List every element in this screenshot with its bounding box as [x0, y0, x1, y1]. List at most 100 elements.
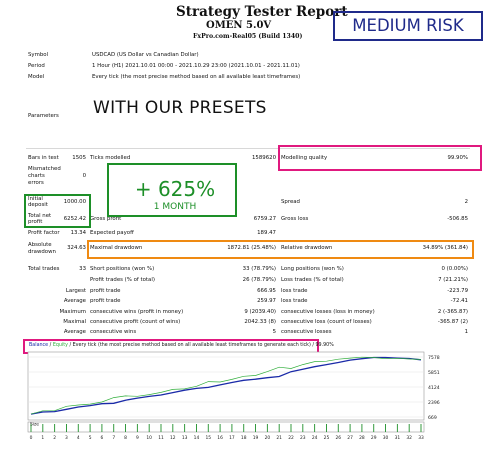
- avgcw-label: consecutive wins: [90, 329, 137, 335]
- mcw-label: consecutive wins (profit in money): [90, 309, 184, 315]
- mcl-value: 2 (-365.87): [437, 309, 468, 315]
- x-tick-label: 32: [406, 435, 412, 441]
- ticks-value: 1589620: [251, 155, 276, 161]
- x-tick-label: 1: [41, 435, 44, 441]
- grossloss-value: -506.85: [447, 216, 468, 222]
- trades-label: Total trades: [28, 266, 60, 272]
- x-tick-label: 5: [89, 435, 92, 441]
- avgc-label: Average: [63, 329, 86, 335]
- mcl-label: consecutive losses (loss in money): [281, 309, 375, 315]
- spread-label: Spread: [281, 199, 300, 205]
- spread-value: 2: [464, 199, 468, 205]
- grossprofit-value: 6759.27: [253, 216, 276, 222]
- netprofit-label-2: profit: [28, 219, 43, 225]
- mcls-value: -365.87 (2): [437, 319, 468, 325]
- size-label: Size: [30, 422, 39, 428]
- short-value: 33 (78.79%): [242, 266, 276, 272]
- x-tick-label: 21: [276, 435, 282, 441]
- chart-legend: Balance / Equity / Every tick (the most …: [29, 343, 334, 349]
- x-tick-label: 23: [300, 435, 306, 441]
- y-tick-label: 7578: [428, 355, 440, 361]
- long-value: 0 (0.00%): [441, 266, 468, 272]
- size-panel: [27, 421, 425, 433]
- bars-value: 1505: [72, 155, 86, 161]
- x-tick-label: 4: [77, 435, 80, 441]
- bars-label: Bars in test: [28, 155, 59, 161]
- deposit-label-2: deposit: [28, 202, 48, 208]
- x-tick-label: 9: [136, 435, 139, 441]
- x-tick-label: 29: [371, 435, 377, 441]
- x-tick-label: 12: [170, 435, 176, 441]
- mismatch-label: Mismatched: [28, 166, 61, 172]
- avgcw-value: 5: [272, 329, 276, 335]
- symbol-value: USDCAD (US Dollar vs Canadian Dollar): [92, 52, 199, 58]
- reldd-label: Relative drawdown: [281, 245, 333, 251]
- x-tick-label: 27: [347, 435, 353, 441]
- netprofit-label: Total net: [28, 213, 52, 219]
- ticks-label: Ticks modelled: [90, 155, 131, 161]
- x-tick-label: 26: [335, 435, 341, 441]
- y-tick-label: 2396: [428, 400, 440, 406]
- y-tick-label: 5851: [428, 370, 440, 376]
- server-build: FxPro.com-Real05 (Build 1340): [193, 33, 303, 40]
- x-tick-label: 30: [383, 435, 389, 441]
- period-label: Period: [28, 63, 45, 69]
- lloss-label: loss trade: [281, 288, 308, 294]
- presets-banner: WITH OUR PRESETS: [93, 98, 267, 118]
- maxdd-value: 1872.81 (25.48%): [227, 245, 276, 251]
- x-tick-label: 0: [30, 435, 33, 441]
- x-tick-label: 33: [418, 435, 424, 441]
- absdd-label-2: drawdown: [28, 249, 56, 255]
- drawdown-highlight: [87, 240, 474, 259]
- ptrades-label: Profit trades (% of total): [90, 277, 155, 283]
- x-tick-label: 10: [146, 435, 152, 441]
- pf-label: Profit factor: [28, 230, 60, 236]
- deposit-label: Initial: [28, 196, 43, 202]
- maximal-label: Maximal: [63, 319, 86, 325]
- x-tick-label: 18: [241, 435, 247, 441]
- quality-label: Modelling quality: [281, 155, 328, 161]
- x-tick-label: 28: [359, 435, 365, 441]
- parameters-label: Parameters: [28, 113, 59, 119]
- legend-sep: /: [48, 343, 53, 348]
- risk-badge: MEDIUM RISK: [333, 11, 483, 41]
- netprofit-value: 6252.42: [63, 216, 86, 222]
- x-tick-label: 15: [205, 435, 211, 441]
- model-value: Every tick (the most precise method base…: [92, 74, 301, 80]
- x-tick-label: 31: [395, 435, 401, 441]
- aloss-label: loss trade: [281, 298, 308, 304]
- long-label: Long positions (won %): [281, 266, 344, 272]
- maxdd-label: Maximal drawdown: [90, 245, 143, 251]
- mcls-label: consecutive loss (count of losses): [281, 319, 372, 325]
- trades-value: 33: [79, 266, 86, 272]
- aprofit-label: profit trade: [90, 298, 121, 304]
- avgcl-value: 1: [464, 329, 468, 335]
- series-balance-line: [30, 356, 422, 415]
- largest-label: Largest: [65, 288, 86, 294]
- lloss-value: -223.79: [447, 288, 468, 294]
- model-label: Model: [28, 74, 45, 80]
- ltrades-label: Loss trades (% of total): [281, 277, 344, 283]
- lprofit-value: 666.95: [257, 288, 276, 294]
- series-equity-line: [30, 356, 422, 415]
- x-tick-label: 14: [194, 435, 200, 441]
- average-label: Average: [63, 298, 86, 304]
- x-tick-label: 13: [182, 435, 188, 441]
- ltrades-value: 7 (21.21%): [438, 277, 468, 283]
- legend-balance: Balance: [29, 343, 49, 348]
- x-tick-label: 7: [112, 435, 115, 441]
- quality-value: 99.90%: [447, 155, 468, 161]
- gain-overlay: + 625%: [134, 177, 216, 201]
- symbol-label: Symbol: [28, 52, 49, 58]
- mismatch-label-2: charts: [28, 173, 45, 179]
- report-title: Strategy Tester Report: [176, 4, 348, 20]
- y-tick-label: 669: [428, 415, 437, 421]
- aloss-value: -72.41: [450, 298, 468, 304]
- mismatch-value: 0: [82, 173, 86, 179]
- legend-rest: / Every tick (the most precise method ba…: [67, 343, 334, 348]
- duration-overlay: 1 MONTH: [153, 202, 197, 212]
- y-tick-label: 4124: [428, 385, 440, 391]
- quality-highlight: [278, 145, 482, 171]
- x-tick-label: 25: [324, 435, 330, 441]
- mcw-value: 9 (2039.40): [244, 309, 276, 315]
